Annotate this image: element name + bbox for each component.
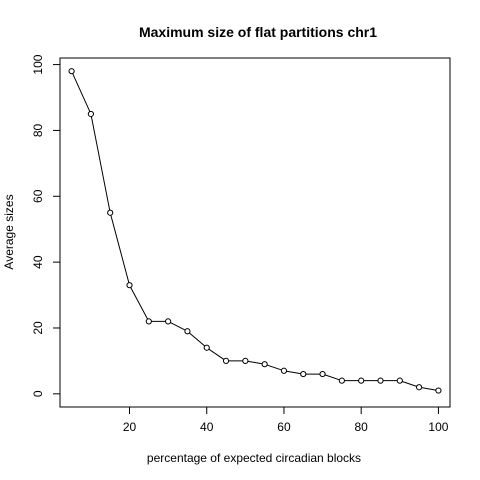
y-tick-label: 60: [31, 189, 45, 203]
y-axis: 0 20 40 60 80 100: [31, 54, 60, 397]
y-axis-label: Average sizes: [2, 194, 16, 269]
y-tick-label: 20: [31, 321, 45, 335]
data-point: [242, 357, 249, 365]
series-line: [72, 73, 436, 391]
x-tick-label: 60: [277, 420, 291, 434]
data-point: [222, 357, 230, 365]
data-point: [338, 377, 345, 384]
data-point: [300, 370, 307, 378]
data-point: [145, 318, 152, 325]
data-point: [396, 377, 403, 384]
y-tick-label: 100: [31, 54, 45, 74]
x-tick-label: 100: [428, 420, 448, 434]
y-tick-label: 80: [31, 123, 45, 137]
data-point: [261, 361, 268, 368]
data-point: [280, 367, 288, 374]
x-axis: 20 40 60 80 100: [123, 407, 449, 434]
y-tick-label: 40: [31, 255, 45, 269]
x-axis-label: percentage of expected circadian blocks: [147, 451, 361, 465]
x-tick-label: 20: [123, 420, 137, 434]
data-point: [107, 209, 114, 216]
plot-frame: [59, 57, 451, 408]
data-point: [377, 377, 384, 384]
data-point: [358, 377, 365, 384]
data-point: [68, 68, 75, 75]
data-point: [319, 370, 326, 378]
data-point: [435, 387, 442, 394]
series: [68, 68, 442, 394]
x-tick-label: 80: [355, 420, 369, 434]
data-point: [184, 328, 191, 335]
x-tick-label: 40: [200, 420, 214, 434]
data-point: [165, 318, 172, 325]
y-tick-label: 0: [31, 390, 45, 397]
data-point: [126, 282, 133, 289]
data-point: [203, 344, 210, 351]
data-point: [87, 110, 94, 118]
chart-title: Maximum size of flat partitions chr1: [139, 24, 377, 40]
data-point: [416, 384, 423, 391]
